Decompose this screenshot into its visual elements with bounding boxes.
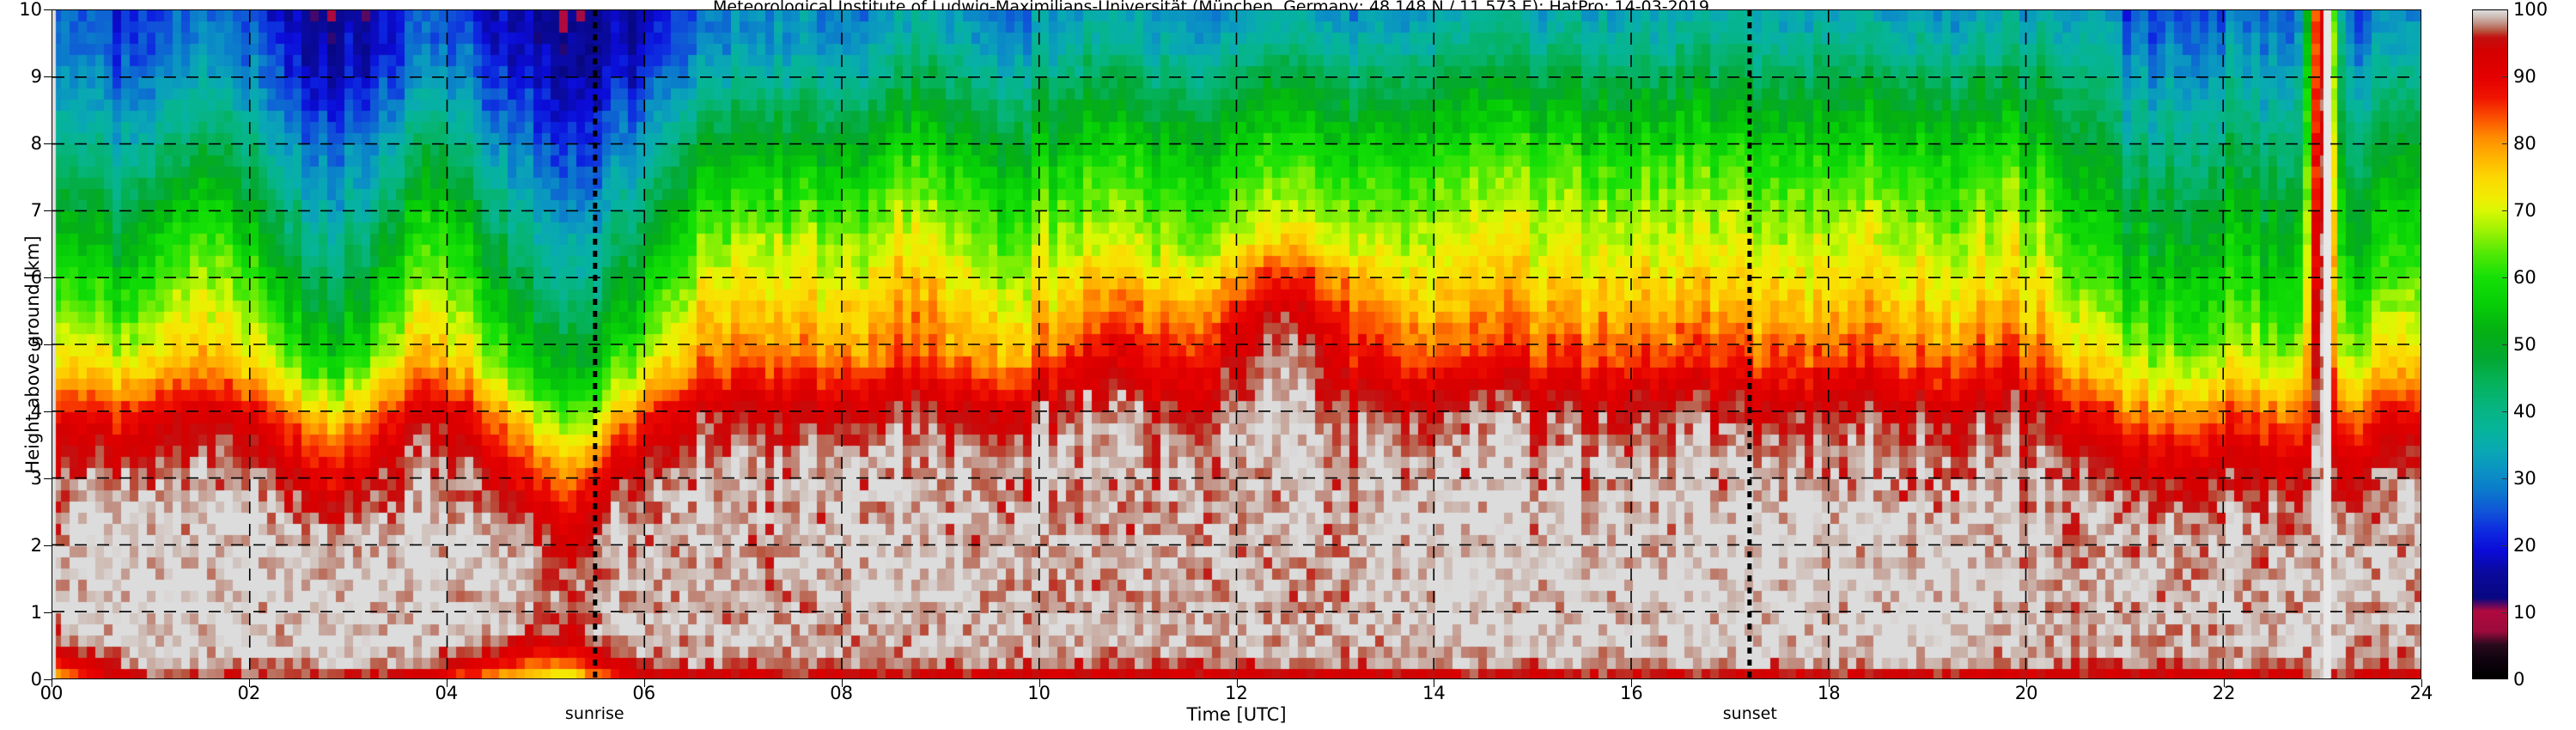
y-tick-label: 6 (30, 267, 42, 288)
colorbar-tick-label: 100 (2513, 0, 2549, 20)
y-tick-mark (44, 143, 52, 144)
y-tick-label: 7 (30, 200, 42, 221)
y-tick-mark (44, 9, 52, 10)
colorbar-tick-label: 0 (2513, 669, 2525, 690)
x-tick-mark (2421, 679, 2422, 687)
y-tick-mark (44, 612, 52, 613)
y-tick-mark (44, 76, 52, 77)
y-tick-label: 1 (30, 602, 42, 623)
colorbar-tick-mark (2502, 612, 2508, 613)
colorbar-gradient (2473, 10, 2507, 678)
x-tick-mark (1038, 679, 1040, 687)
y-tick-label: 0 (30, 669, 42, 690)
colorbar-tick-label: 40 (2513, 401, 2536, 422)
colorbar-tick-label: 30 (2513, 468, 2536, 489)
sunset-label: sunset (1722, 704, 1777, 723)
y-tick-label: 9 (30, 66, 42, 87)
x-tick-mark (1236, 679, 1238, 687)
y-tick-mark (44, 344, 52, 345)
x-tick-mark (248, 679, 250, 687)
x-tick-mark (643, 679, 645, 687)
relative-humidity-heatmap[interactable] (52, 10, 2421, 678)
colorbar-tick-mark (2502, 277, 2508, 278)
x-tick-mark (2224, 679, 2226, 687)
colorbar-tick-mark (2502, 143, 2508, 144)
sunrise-label: sunrise (564, 704, 624, 723)
y-tick-mark (44, 545, 52, 546)
colorbar-tick-label: 60 (2513, 267, 2536, 288)
y-tick-label: 3 (30, 468, 42, 489)
y-tick-mark (44, 679, 52, 680)
y-tick-label: 8 (30, 133, 42, 154)
colorbar-tick-label: 70 (2513, 200, 2536, 221)
x-tick-mark (446, 679, 448, 687)
x-tick-mark (2026, 679, 2028, 687)
y-tick-mark (44, 411, 52, 412)
x-tick-mark (1631, 679, 1633, 687)
x-tick-mark (841, 679, 843, 687)
colorbar[interactable] (2472, 9, 2508, 679)
y-tick-label: 10 (19, 0, 42, 20)
y-tick-label: 2 (30, 535, 42, 556)
y-tick-label: 5 (30, 334, 42, 355)
colorbar-tick-mark (2502, 76, 2508, 77)
y-tick-mark (44, 210, 52, 211)
colorbar-tick-label: 10 (2513, 602, 2536, 623)
colorbar-tick-label: 80 (2513, 133, 2536, 154)
colorbar-tick-mark (2502, 411, 2508, 412)
colorbar-tick-mark (2502, 478, 2508, 479)
colorbar-tick-label: 20 (2513, 535, 2536, 556)
colorbar-tick-label: 90 (2513, 66, 2536, 87)
colorbar-tick-label: 50 (2513, 334, 2536, 355)
y-tick-label: 4 (30, 401, 42, 422)
colorbar-tick-mark (2502, 545, 2508, 546)
y-tick-mark (44, 277, 52, 278)
colorbar-tick-mark (2502, 344, 2508, 345)
x-tick-mark (1829, 679, 1830, 687)
x-axis-label: Time [UTC] (1186, 704, 1287, 725)
y-tick-mark (44, 478, 52, 479)
heatmap-axes[interactable] (52, 9, 2421, 679)
colorbar-tick-mark (2502, 210, 2508, 211)
